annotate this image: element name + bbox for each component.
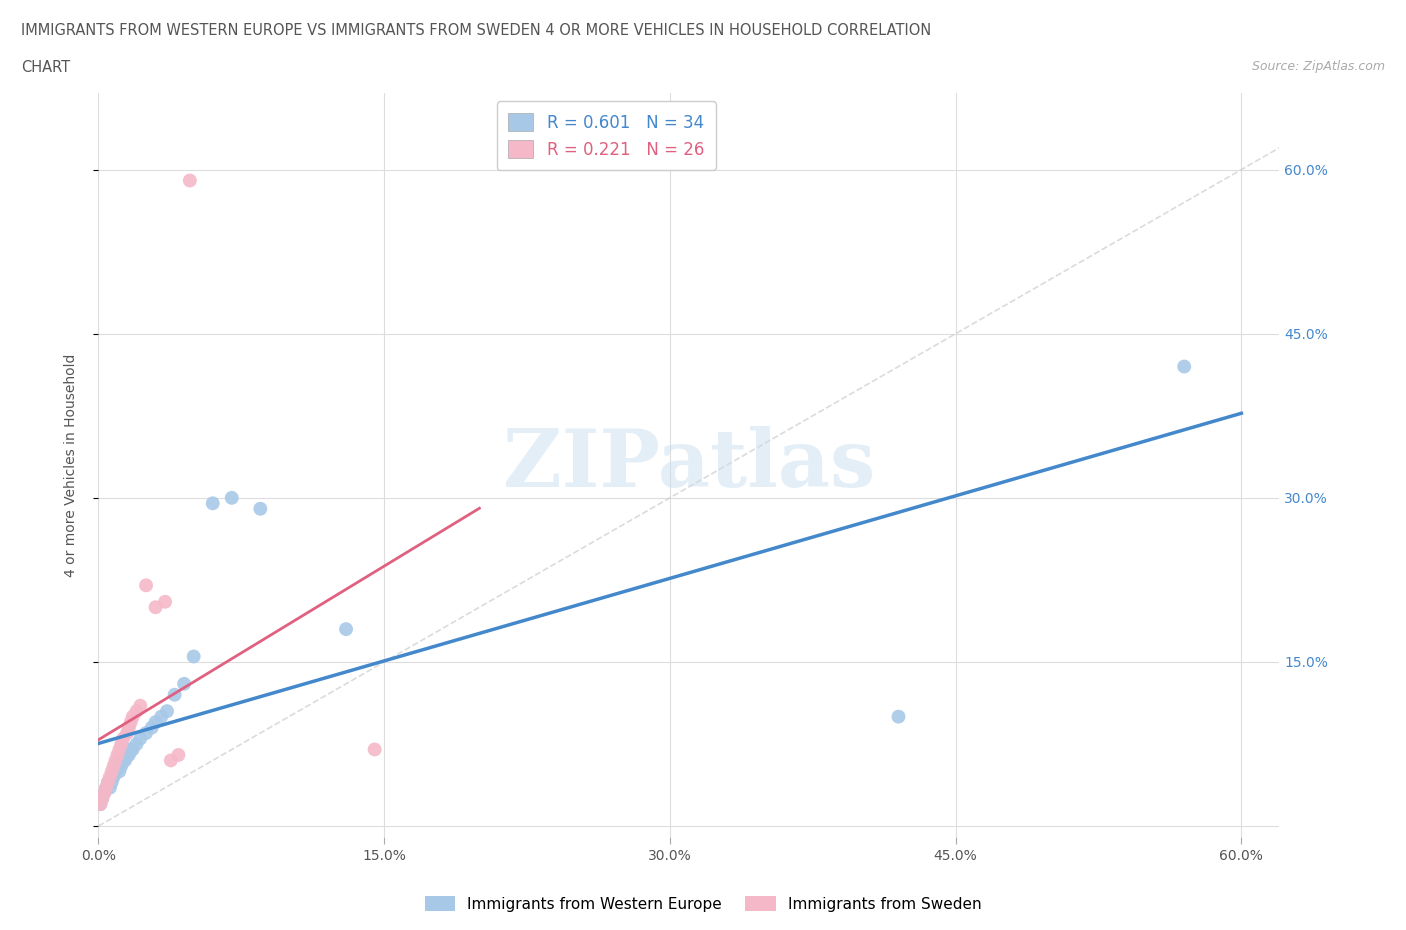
Point [98,769,121,784]
Point [1173,359,1195,374]
Point [118,748,141,763]
Point [145,714,167,729]
Point [107,748,129,763]
Point [112,731,135,746]
Point [179,173,201,188]
Point [114,753,136,768]
Point [159,753,181,768]
Point [167,748,190,763]
Point [135,725,157,740]
Text: Source: ZipAtlas.com: Source: ZipAtlas.com [1251,60,1385,73]
Point [93,786,115,801]
Point [120,742,142,757]
Point [363,742,385,757]
Point [91,791,114,806]
Point [89,797,111,812]
Point [98,780,121,795]
Point [91,791,114,806]
Point [118,720,141,735]
Point [121,710,143,724]
Point [115,725,138,740]
Point [163,687,186,702]
Point [94,780,117,795]
Point [115,748,138,763]
Point [112,753,135,768]
Point [129,698,152,713]
Text: CHART: CHART [21,60,70,75]
Point [201,496,224,511]
Point [145,600,167,615]
Point [249,501,271,516]
Point [221,490,243,505]
Point [100,775,122,790]
Point [93,786,115,801]
Point [108,742,131,757]
Point [97,775,120,790]
Point [104,753,127,768]
Point [150,710,173,724]
Point [156,704,179,719]
Text: IMMIGRANTS FROM WESTERN EUROPE VS IMMIGRANTS FROM SWEDEN 4 OR MORE VEHICLES IN H: IMMIGRANTS FROM WESTERN EUROPE VS IMMIGR… [21,23,931,38]
Point [100,764,122,778]
Point [125,704,148,719]
Point [153,594,176,609]
Legend: R = 0.601   N = 34, R = 0.221   N = 26: R = 0.601 N = 34, R = 0.221 N = 26 [496,101,716,170]
Point [103,759,125,774]
Point [89,797,111,812]
Point [173,676,195,691]
Y-axis label: 4 or more Vehicles in Household: 4 or more Vehicles in Household [63,353,77,577]
Point [103,769,125,784]
Point [335,621,357,636]
Point [97,775,120,790]
Point [129,731,152,746]
Legend: Immigrants from Western Europe, Immigrants from Sweden: Immigrants from Western Europe, Immigran… [419,889,987,918]
Point [141,720,163,735]
Text: ZIPatlas: ZIPatlas [503,426,875,504]
Point [94,780,117,795]
Point [110,737,132,751]
Point [125,737,148,751]
Point [108,764,131,778]
Point [887,710,910,724]
Point [121,742,143,757]
Point [135,578,157,592]
Point [110,759,132,774]
Point [183,649,205,664]
Point [107,759,129,774]
Point [120,714,142,729]
Point [104,764,127,778]
